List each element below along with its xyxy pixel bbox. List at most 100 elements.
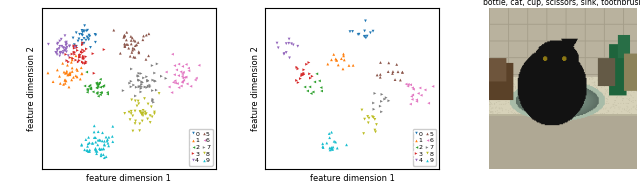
Point [130,122,140,125]
Point [145,84,155,87]
Point [77,72,87,75]
Point [176,84,186,87]
Point [51,51,61,54]
Point [420,88,430,91]
Point [67,70,77,73]
Point [332,146,342,150]
Point [80,84,90,87]
Point [369,108,379,111]
Point [127,114,138,117]
Point [67,58,77,61]
Point [317,145,328,148]
Point [60,41,70,44]
Point [136,85,147,88]
Point [52,42,63,46]
Point [128,47,138,50]
Point [72,75,83,78]
Point [178,76,188,80]
Point [101,155,111,158]
Point [58,52,68,55]
Point [369,116,379,119]
Point [64,45,74,48]
Point [336,57,346,60]
Point [120,34,130,37]
Point [81,29,92,33]
Point [67,56,77,59]
Point [338,67,348,70]
Point [44,43,54,46]
Point [69,51,79,54]
Point [326,131,337,134]
Point [95,93,106,96]
Point [90,33,100,36]
Point [83,142,93,145]
Point [326,146,337,149]
Point [416,94,426,97]
Point [120,42,130,46]
Point [140,85,150,88]
Point [191,77,202,80]
Point [69,45,79,48]
Point [130,56,140,59]
Point [92,81,102,84]
Point [77,51,88,54]
Point [376,110,387,113]
Point [363,121,373,124]
Point [89,124,99,127]
Point [71,44,81,47]
Point [318,146,328,149]
Point [134,122,145,125]
Point [292,45,303,48]
Point [61,59,72,62]
Point [67,78,77,81]
Point [79,37,89,40]
Point [61,41,72,44]
Point [344,64,354,67]
Point [99,84,109,87]
Point [97,131,108,134]
Point [317,142,328,145]
Point [143,85,154,88]
Point [354,33,364,36]
Point [61,42,72,46]
Point [154,92,164,95]
Point [172,68,182,71]
Point [135,110,145,113]
Point [148,101,159,104]
Point [182,82,193,85]
Point [168,53,178,56]
Point [90,148,100,151]
Point [102,138,113,141]
Point [137,113,147,116]
Point [77,34,88,37]
Point [72,49,83,52]
Point [284,37,294,41]
Point [371,130,381,133]
Point [95,148,106,151]
Point [177,65,188,68]
Point [77,72,87,75]
Point [125,55,135,58]
Point [99,156,109,159]
Point [307,75,317,78]
Point [298,73,308,76]
Point [332,59,342,62]
Point [90,41,100,44]
Point [76,66,86,69]
Point [367,115,378,118]
Point [84,150,95,153]
Point [92,92,102,95]
Point [177,80,188,83]
Point [79,148,90,151]
Point [48,80,58,83]
Point [77,48,88,51]
Point [328,53,339,56]
Point [339,52,349,55]
Point [75,55,85,59]
Point [326,148,337,151]
Point [103,142,113,145]
Point [135,110,145,113]
Point [148,98,158,101]
Point [310,80,320,83]
Point [387,72,397,75]
